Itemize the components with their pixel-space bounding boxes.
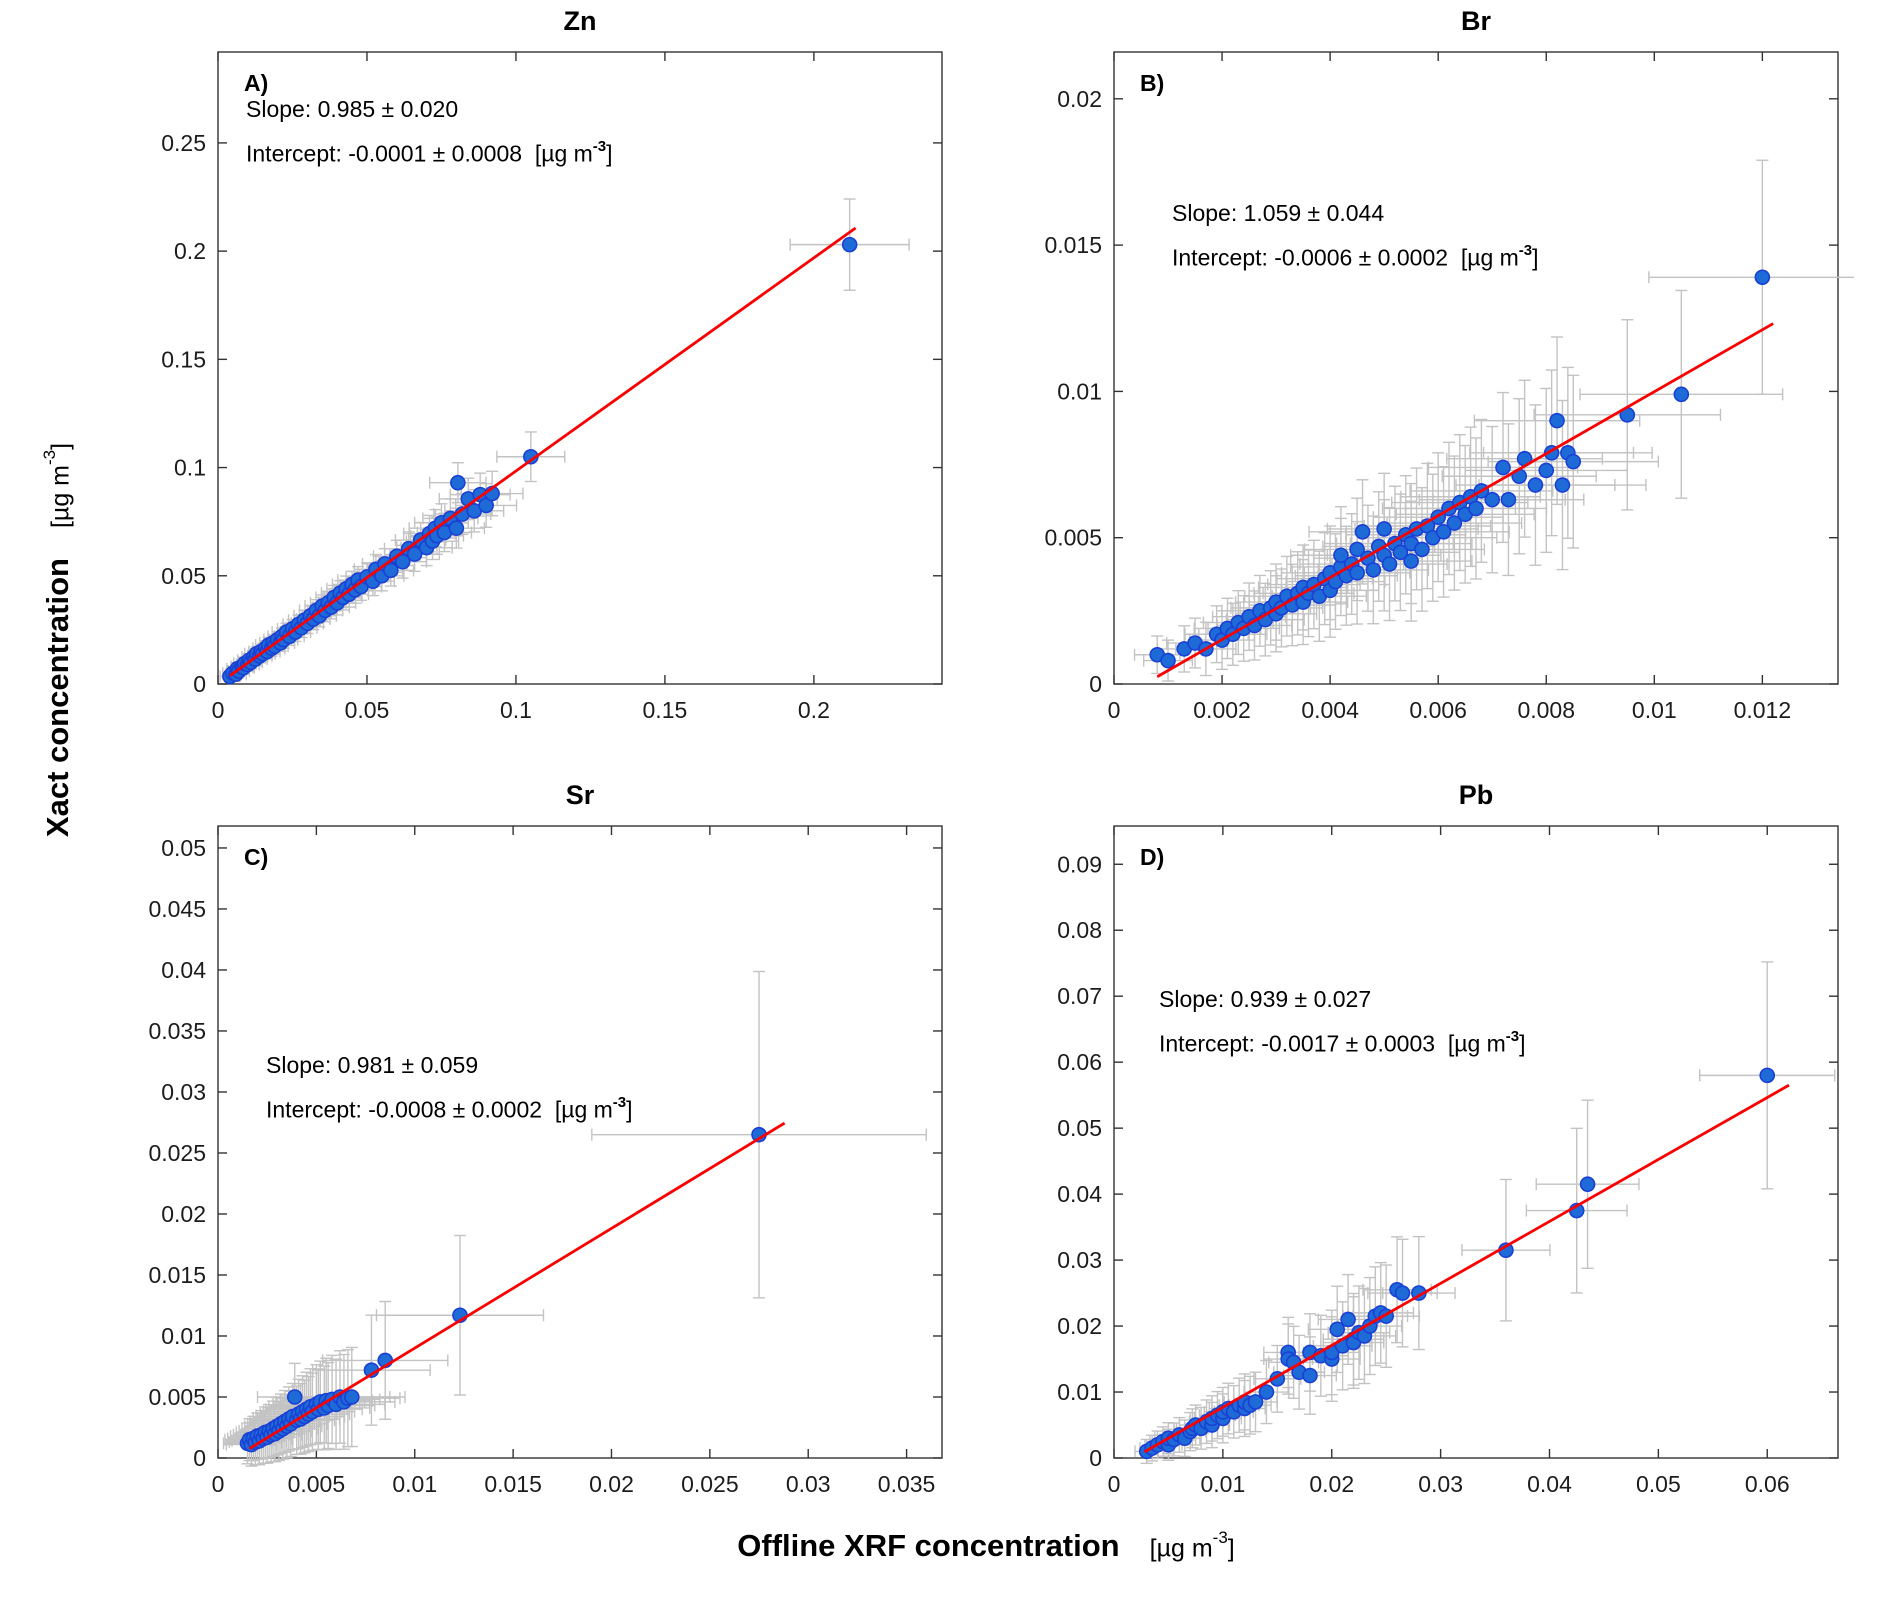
svg-text:0.005: 0.005 xyxy=(288,1471,346,1497)
panel-sr: Sr 0 0.005 0.01 0.015 0.02 0.025 0.03 0.035 0 0.0… xyxy=(118,780,958,1514)
svg-text:0.15: 0.15 xyxy=(643,697,688,723)
svg-text:0.02: 0.02 xyxy=(161,1201,206,1227)
svg-text:0: 0 xyxy=(212,697,225,723)
x-axis-label: Offline XRF concentration [µg m-3] xyxy=(118,1528,1854,1564)
svg-text:0.09: 0.09 xyxy=(1057,851,1102,877)
slope-text: Slope: 0.981 ± 0.059 xyxy=(266,1052,479,1078)
svg-text:0.04: 0.04 xyxy=(1057,1181,1102,1207)
svg-text:0.06: 0.06 xyxy=(1057,1049,1102,1075)
svg-text:0.01: 0.01 xyxy=(1632,697,1677,723)
svg-text:0.035: 0.035 xyxy=(148,1018,206,1044)
svg-text:0.025: 0.025 xyxy=(148,1140,206,1166)
svg-text:0.045: 0.045 xyxy=(148,896,206,922)
svg-text:0.004: 0.004 xyxy=(1301,697,1359,723)
panel-title-zn: Zn xyxy=(563,6,597,36)
svg-text:0.1: 0.1 xyxy=(174,455,206,481)
svg-text:0.05: 0.05 xyxy=(161,835,206,861)
svg-text:0.02: 0.02 xyxy=(1057,86,1102,112)
slope-text: Slope: 0.939 ± 0.027 xyxy=(1159,986,1372,1012)
svg-text:0.01: 0.01 xyxy=(1057,378,1102,404)
y-axis-label-text: Xact concentration xyxy=(40,558,75,838)
svg-text:0.005: 0.005 xyxy=(1044,525,1102,551)
svg-text:0: 0 xyxy=(1108,697,1121,723)
x-axis-label-text: Offline XRF concentration xyxy=(737,1528,1120,1563)
slope-text: Slope: 1.059 ± 0.044 xyxy=(1172,200,1385,226)
svg-text:0.25: 0.25 xyxy=(161,130,206,156)
svg-text:0.2: 0.2 xyxy=(798,697,830,723)
svg-text:0.015: 0.015 xyxy=(484,1471,542,1497)
svg-text:0.07: 0.07 xyxy=(1057,983,1102,1009)
svg-text:0: 0 xyxy=(212,1471,225,1497)
svg-text:0.05: 0.05 xyxy=(1636,1471,1681,1497)
svg-text:0.04: 0.04 xyxy=(1527,1471,1572,1497)
svg-text:0.03: 0.03 xyxy=(786,1471,831,1497)
panel-title-pb: Pb xyxy=(1458,780,1494,810)
svg-text:0.015: 0.015 xyxy=(148,1262,206,1288)
svg-text:0.006: 0.006 xyxy=(1409,697,1467,723)
scatter-plot-sr: 0 0.005 0.01 0.015 0.02 0.025 0.03 0.035 0 0.005 0… xyxy=(148,825,943,1497)
svg-text:0: 0 xyxy=(1089,671,1102,697)
svg-text:0.2: 0.2 xyxy=(174,238,206,264)
intercept-text: Intercept: -0.0006 ± 0.0002 [µg m-3] xyxy=(1172,242,1539,271)
fit-annotation-zn: Slope: 0.985 ± 0.020 Intercept: -0.0001 … xyxy=(246,98,613,166)
panel-letter-b: B) xyxy=(1140,70,1165,96)
svg-text:0.008: 0.008 xyxy=(1517,697,1575,723)
panel-br: Br 0 0.002 0.004 0.006 0.008 0.01 0.012 0 0.005 0… xyxy=(1014,6,1854,740)
svg-text:0.01: 0.01 xyxy=(1057,1379,1102,1405)
svg-text:0.015: 0.015 xyxy=(1044,232,1102,258)
svg-text:0.035: 0.035 xyxy=(878,1471,936,1497)
svg-text:0: 0 xyxy=(1108,1471,1121,1497)
svg-text:0.15: 0.15 xyxy=(161,346,206,372)
scatter-plot-br: 0 0.002 0.004 0.006 0.008 0.01 0.012 0 0.005 0.01… xyxy=(1044,51,1854,723)
fit-annotation-sr: Slope: 0.981 ± 0.059 Intercept: -0.0008 … xyxy=(266,1054,633,1122)
svg-text:0.025: 0.025 xyxy=(681,1471,739,1497)
svg-text:0: 0 xyxy=(193,1445,206,1471)
panel-grid: Zn 0 0.05 0.1 0.15 0.2 0 0.05 0.1 0.15 0.2 0.25 A)… xyxy=(118,6,1854,1514)
svg-text:0.03: 0.03 xyxy=(1418,1471,1463,1497)
y-axis-unit: [µg m-3] xyxy=(39,442,74,529)
svg-text:0.06: 0.06 xyxy=(1745,1471,1790,1497)
panel-letter-c: C) xyxy=(244,844,269,870)
svg-text:0.02: 0.02 xyxy=(1309,1471,1354,1497)
panel-title-sr: Sr xyxy=(565,780,595,810)
svg-text:0.002: 0.002 xyxy=(1193,697,1251,723)
svg-text:0.08: 0.08 xyxy=(1057,917,1102,943)
svg-text:0.05: 0.05 xyxy=(345,697,390,723)
fit-annotation-pb: Slope: 0.939 ± 0.027 Intercept: -0.0017 … xyxy=(1159,988,1526,1056)
intercept-text: Intercept: -0.0017 ± 0.0003 [µg m-3] xyxy=(1159,1028,1526,1057)
svg-text:0.03: 0.03 xyxy=(1057,1247,1102,1273)
svg-text:0.01: 0.01 xyxy=(392,1471,437,1497)
svg-text:0.012: 0.012 xyxy=(1734,697,1792,723)
scatter-plot-pb: 0 0.01 0.02 0.03 0.04 0.05 0.06 0 0.01 0.02 0.03 0.… xyxy=(1057,825,1839,1497)
svg-text:0.03: 0.03 xyxy=(161,1079,206,1105)
x-axis-unit: [µg m-3] xyxy=(1149,1527,1235,1562)
svg-text:0.1: 0.1 xyxy=(500,697,532,723)
svg-text:0.04: 0.04 xyxy=(161,957,206,983)
svg-text:0.01: 0.01 xyxy=(161,1323,206,1349)
svg-text:0: 0 xyxy=(1089,1445,1102,1471)
intercept-text: Intercept: -0.0008 ± 0.0002 [µg m-3] xyxy=(266,1094,633,1123)
panel-zn: Zn 0 0.05 0.1 0.15 0.2 0 0.05 0.1 0.15 0.2 0.25 A)… xyxy=(118,6,958,740)
slope-text: Slope: 0.985 ± 0.020 xyxy=(246,96,459,122)
svg-text:0.02: 0.02 xyxy=(589,1471,634,1497)
svg-text:0.01: 0.01 xyxy=(1200,1471,1245,1497)
panel-letter-a: A) xyxy=(244,70,269,96)
svg-text:0.05: 0.05 xyxy=(1057,1115,1102,1141)
panel-letter-d: D) xyxy=(1140,844,1165,870)
panel-title-br: Br xyxy=(1460,6,1491,36)
svg-text:0: 0 xyxy=(193,671,206,697)
fit-annotation-br: Slope: 1.059 ± 0.044 Intercept: -0.0006 … xyxy=(1172,202,1539,270)
svg-text:0.005: 0.005 xyxy=(148,1384,206,1410)
panel-pb: Pb 0 0.01 0.02 0.03 0.04 0.05 0.06 0 0.01 0.02 0.0… xyxy=(1014,780,1854,1514)
svg-text:0.02: 0.02 xyxy=(1057,1313,1102,1339)
scatter-plot-zn: 0 0.05 0.1 0.15 0.2 0 0.05 0.1 0.15 0.2 0.25 xyxy=(161,51,943,723)
intercept-text: Intercept: -0.0001 ± 0.0008 [µg m-3] xyxy=(246,138,613,167)
svg-text:0.05: 0.05 xyxy=(161,563,206,589)
